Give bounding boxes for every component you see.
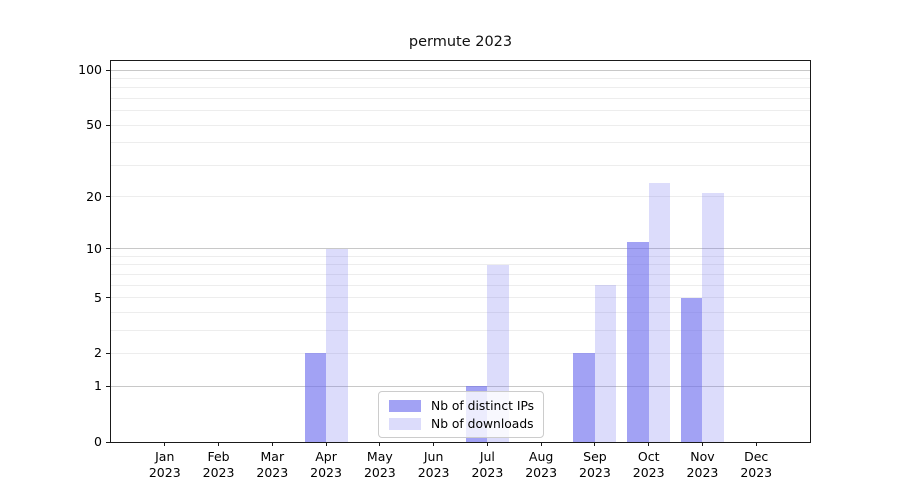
legend-label-distinct-ips: Nb of distinct IPs [431,398,535,413]
gridline-minor [111,124,810,126]
y-tick [106,248,111,250]
x-tick-label: Sep 2023 [579,449,611,480]
gridline-minor [111,255,810,257]
gridline-minor [111,329,810,331]
y-tick [106,385,111,387]
x-tick [594,442,596,446]
y-tick-label: 1 [94,378,102,394]
gridline-minor [111,196,810,198]
x-tick [271,442,273,446]
gridline-minor [111,273,810,275]
bar-nb-of-distinct-ips [627,241,649,442]
y-tick [106,124,111,126]
legend-swatch-downloads [389,417,421,430]
legend-item-downloads: Nb of downloads [389,417,535,431]
legend-item-distinct-ips: Nb of distinct IPs [389,399,535,413]
x-tick [433,442,435,446]
gridline-major [111,385,810,387]
gridline-minor [111,352,810,354]
y-tick [106,352,111,354]
gridline-minor [111,284,810,286]
gridline-minor [111,297,810,299]
y-tick-label: 100 [78,62,102,77]
y-tick-label: 50 [86,117,102,133]
x-tick-label: May 2023 [363,449,396,480]
x-tick-label: Jan 2023 [148,449,181,480]
x-tick [540,442,542,446]
bar-nb-of-distinct-ips [680,297,703,442]
x-tick-label: Jun 2023 [417,449,450,480]
plot-area: Nb of distinct IPs Nb of downloads 0 1 2 5 1… [78,60,811,480]
x-tick-label: Dec 2023 [740,449,773,480]
legend-swatch-distinct-ips [389,399,421,412]
x-tick-label: Aug 2023 [525,449,558,480]
x-tick-label: Mar 2023 [256,449,289,480]
x-tick [218,442,220,446]
x-tick-label: Nov 2023 [686,449,719,480]
gridline-major [111,69,810,71]
x-tick-label: Feb 2023 [202,449,235,480]
gridline-major [111,248,810,250]
x-tick [379,442,381,446]
gridline-minor [111,110,810,112]
x-tick [486,442,488,446]
bar-nb-of-downloads [594,285,617,442]
x-tick [648,442,650,446]
y-tick-label: 2 [94,345,102,361]
x-tick-label: Jul 2023 [471,449,504,480]
chart-title: permute 2023 [408,34,513,50]
y-tick [106,69,111,71]
bar-nb-of-downloads [326,248,348,442]
bar-nb-of-downloads [702,192,724,442]
gridline-minor [111,87,810,89]
x-tick [755,442,757,446]
x-tick [164,442,166,446]
x-tick-label: Oct 2023 [632,449,665,480]
bar-nb-of-distinct-ips [304,353,327,442]
gridline-minor [111,311,810,313]
gridline-minor [111,77,810,79]
gridline-minor [111,264,810,266]
x-tick-label: Apr 2023 [310,449,342,480]
y-tick-label: 5 [94,289,102,305]
x-tick [701,442,703,446]
bar-nb-of-downloads [648,182,671,442]
y-tick-label: 0 [94,434,102,449]
gridline-minor [111,97,810,99]
y-tick-label: 20 [86,188,102,204]
y-tick [106,196,111,198]
gridline-minor [111,142,810,144]
y-tick [106,297,111,299]
gridline-minor [111,164,810,166]
legend: Nb of distinct IPs Nb of downloads [378,391,544,438]
y-tick [106,441,111,443]
y-tick-label: 10 [86,240,102,256]
x-tick [325,442,327,446]
legend-label-downloads: Nb of downloads [431,416,534,431]
bar-nb-of-distinct-ips [573,353,595,442]
